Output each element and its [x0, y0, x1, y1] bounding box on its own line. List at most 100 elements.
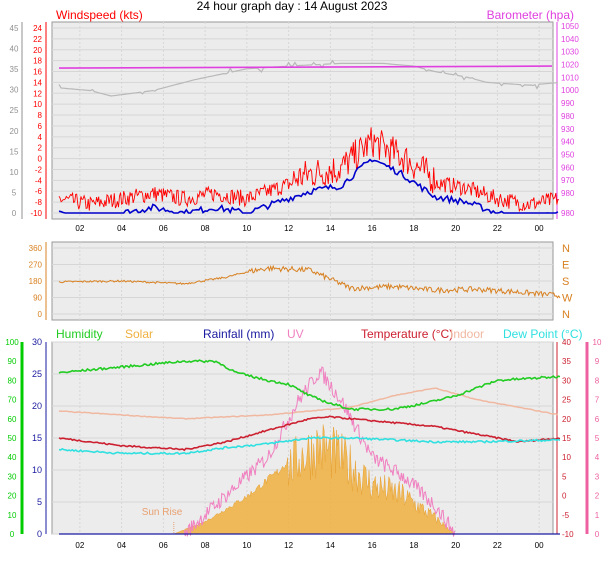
outer-axis-tick-label: 40	[10, 45, 19, 54]
humidity-tick-label: 80	[8, 376, 17, 385]
panel1-barometer-axis: 1050 1040 1030 1020 1010 1000 990 980 930 940 950 9…	[556, 22, 579, 219]
uv-tick-label: 5	[595, 434, 600, 443]
x-tick-label: 22	[493, 541, 502, 550]
humidity-tick-label: 100	[5, 338, 19, 347]
temperature-tick-label: 35	[562, 357, 571, 366]
legend-entry: Rainfall (mm)	[203, 327, 274, 341]
legend-entry: Indoor	[450, 327, 484, 341]
legend-entry: Solar	[125, 327, 153, 341]
barometer-tick-label: 990	[561, 99, 575, 108]
windspeed-tick-label: 10	[33, 100, 42, 109]
outer-axis-tick-label: 5	[12, 188, 17, 197]
windspeed-tick-label: -2	[35, 165, 43, 174]
legend-entry: UV	[287, 327, 304, 341]
x-tick-label: 00	[535, 224, 544, 233]
barometer-tick-label: 950	[561, 150, 575, 159]
humidity-series-line	[58, 359, 561, 412]
rainfall-tick-label: 10	[32, 465, 42, 475]
direction-tick-label: 270	[29, 261, 43, 270]
uv-series-line	[183, 365, 456, 537]
chart-title: 24 hour graph day : 14 August 2023	[197, 0, 388, 13]
x-tick-label: 00	[535, 541, 544, 550]
uv-tick-label: 3	[595, 472, 600, 481]
sunrise-label: Sun Rise	[142, 507, 183, 518]
panel2-series	[58, 264, 561, 299]
direction-tick-label: 180	[29, 277, 43, 286]
outer-axis-tick-label: 20	[10, 127, 19, 136]
x-tick-label: 12	[284, 541, 293, 550]
barometer-axis-title: Barometer (hpa)	[487, 8, 574, 22]
outer-axis-tick-label: 0	[12, 209, 17, 218]
windspeed-series-line	[58, 127, 560, 213]
windspeed-tick-label: 22	[33, 35, 42, 44]
rainfall-tick-label: 5	[37, 497, 42, 507]
panel3-series	[58, 359, 561, 537]
barometer-tick-label: 1040	[561, 35, 579, 44]
x-tick-label: 14	[326, 541, 335, 550]
x-tick-label: 12	[284, 224, 293, 233]
windspeed-tick-label: 20	[33, 46, 42, 55]
x-tick-label: 10	[242, 224, 251, 233]
x-tick-label: 16	[368, 224, 377, 233]
x-tick-label: 04	[117, 224, 126, 233]
rainfall-tick-label: 20	[32, 401, 42, 411]
temperature-tick-label: 10	[562, 453, 571, 462]
barometer-tick-label: 970	[561, 176, 575, 185]
barometer-tick-label: 1050	[561, 22, 579, 31]
barometer-tick-label: 940	[561, 138, 575, 147]
x-tick-label: 06	[159, 541, 168, 550]
temperature-tick-label: -10	[562, 530, 574, 539]
windspeed-axis-title: Windspeed (kts)	[56, 8, 143, 22]
barometer-tick-label: 1000	[561, 86, 579, 95]
temperature-tick-label: 20	[562, 415, 571, 424]
temperature-tick-label: 40	[562, 338, 571, 347]
humidity-tick-label: 50	[8, 434, 17, 443]
x-tick-label: 16	[368, 541, 377, 550]
panel2-degree-axis: 0 90 180 270 360	[29, 242, 47, 320]
uv-tick-label: 10	[593, 338, 602, 347]
barometer-tick-label: 930	[561, 125, 575, 134]
temperature-tick-label: 25	[562, 396, 571, 405]
temperature-tick-label: 5	[562, 472, 567, 481]
solar-area	[173, 424, 457, 535]
windspeed-tick-label: 4	[38, 133, 43, 142]
humidity-tick-label: 60	[8, 415, 17, 424]
x-tick-label: 10	[242, 541, 251, 550]
humidity-tick-label: 30	[8, 472, 17, 481]
barometer-series-line	[58, 65, 553, 69]
x-tick-label: 02	[75, 541, 84, 550]
humidity-tick-label: 40	[8, 453, 17, 462]
windspeed-tick-label: -8	[35, 198, 43, 207]
wind-direction-series-line	[58, 264, 561, 299]
barometer-tick-label: 1010	[561, 73, 579, 82]
windspeed-tick-label: -6	[35, 187, 43, 196]
compass-tick-label: N	[562, 309, 570, 321]
uv-tick-label: 0	[595, 530, 600, 539]
barometer-tick-label: 960	[561, 163, 575, 172]
outer-axis-tick-label: 35	[10, 65, 19, 74]
x-tick-label: 08	[201, 541, 210, 550]
grey-trace-line	[58, 59, 558, 97]
temperature-tick-label: 30	[562, 376, 571, 385]
uv-tick-label: 9	[595, 357, 600, 366]
outer-axis-tick-label: 25	[10, 106, 19, 115]
panel3-humidity-axis: 0 10 20 30 40 50 60 70 80 90 100	[5, 338, 24, 539]
x-tick-label: 04	[117, 541, 126, 550]
windspeed-tick-label: 14	[33, 78, 42, 87]
wind-average-series-line	[58, 158, 559, 215]
x-tick-label: 20	[451, 224, 460, 233]
panel3-legend: Humidity Solar Rainfall (mm) UV Temperature …	[56, 327, 582, 341]
panel1-x-axis: 02 04 06 08 10 12 14 16 18 20 22 00	[75, 224, 544, 233]
panel1-grid	[52, 22, 553, 219]
barometer-tick-label: 980	[561, 112, 575, 121]
legend-entry: Humidity	[56, 327, 103, 341]
windspeed-tick-label: 18	[33, 57, 42, 66]
outer-axis-tick-label: 30	[10, 86, 19, 95]
panel-wind-baro: Windspeed (kts) Barometer (hpa) 05101520…	[10, 8, 580, 233]
compass-tick-label: S	[562, 276, 569, 288]
panel3-uv-axis: 0 1 2 3 4 5 6 7 8 9 10	[585, 338, 602, 539]
x-tick-label: 06	[159, 224, 168, 233]
windspeed-tick-label: -4	[35, 176, 43, 185]
